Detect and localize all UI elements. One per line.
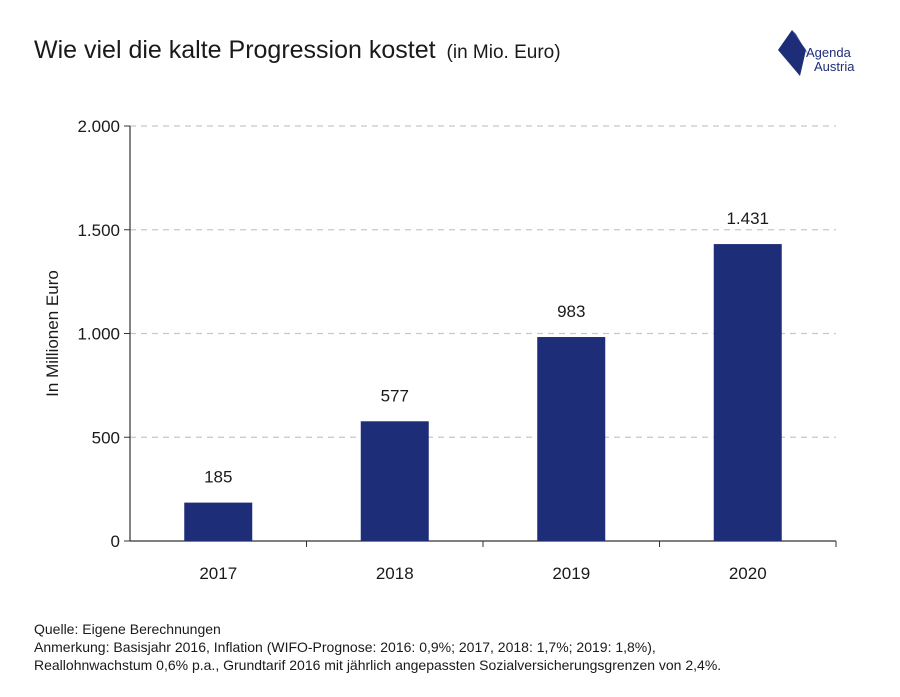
y-tick-label: 1.500 — [77, 221, 120, 240]
chart-subtitle: (in Mio. Euro) — [446, 42, 561, 63]
bar — [360, 421, 429, 541]
data-label: 577 — [381, 386, 409, 405]
chart-title: Wie viel die kalte Progression kostet (i… — [34, 36, 561, 65]
logo-line-1: Agenda — [806, 45, 851, 60]
y-tick-label: 2.000 — [77, 117, 120, 136]
remark-note-line-2: Reallohnwachstum 0,6% p.a., Grundtarif 2… — [34, 657, 722, 673]
x-tick-label: 2018 — [376, 564, 414, 583]
bar-chart: 0 500 1.000 1.500 2.000 In Millionen Euro 185 2… — [43, 117, 837, 583]
agenda-austria-logo-icon — [778, 30, 810, 76]
bar — [713, 244, 782, 541]
y-tick-label: 500 — [92, 428, 120, 447]
y-tick-label: 0 — [111, 532, 120, 551]
data-label: 185 — [204, 468, 232, 487]
logo-text: Agenda Austria — [806, 46, 854, 74]
data-label: 1.431 — [726, 209, 769, 228]
logo-line-2: Austria — [814, 59, 855, 74]
data-label: 983 — [557, 302, 585, 321]
bar — [537, 337, 606, 541]
y-tick-label: 1.000 — [77, 325, 120, 344]
x-tick-label: 2017 — [199, 564, 237, 583]
x-tick-label: 2019 — [552, 564, 590, 583]
x-tick-label: 2020 — [729, 564, 767, 583]
footnotes: Quelle: Eigene Berechnungen Anmerkung: B… — [34, 620, 721, 674]
bar — [184, 502, 253, 541]
source-note: Quelle: Eigene Berechnungen — [34, 621, 221, 637]
remark-note-line-1: Anmerkung: Basisjahr 2016, Inflation (WI… — [34, 639, 656, 655]
chart-title-text: Wie viel die kalte Progression kostet — [34, 36, 436, 64]
y-axis-label: In Millionen Euro — [43, 270, 62, 397]
